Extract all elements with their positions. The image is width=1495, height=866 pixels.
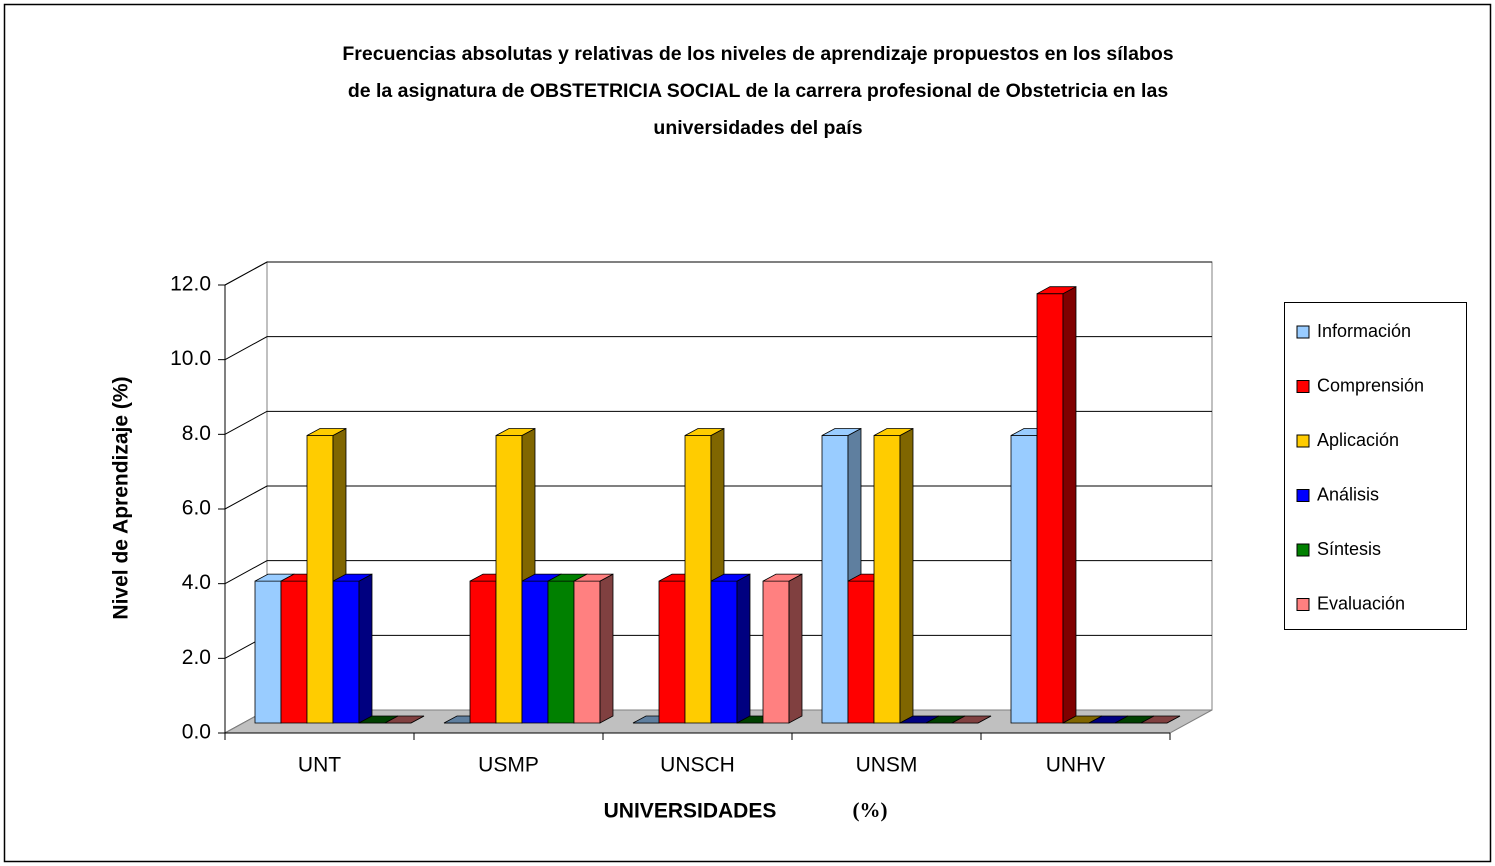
y-axis-label: Nivel de Aprendizaje (%) bbox=[110, 376, 133, 619]
x-axis-unit: (%) bbox=[853, 798, 888, 822]
bar-front bbox=[573, 580, 601, 724]
bar-front bbox=[495, 435, 523, 724]
legend bbox=[1284, 302, 1467, 630]
legend-swatch bbox=[1296, 489, 1310, 502]
bar bbox=[332, 573, 373, 724]
bar-top bbox=[710, 573, 751, 582]
bar-front bbox=[710, 580, 738, 724]
bar-top bbox=[1140, 715, 1181, 724]
bar-top bbox=[873, 428, 914, 436]
bar-front bbox=[521, 580, 549, 724]
y-tick-label: 12.0 bbox=[170, 273, 211, 296]
bar-side bbox=[899, 427, 914, 724]
bar-front bbox=[332, 580, 360, 724]
x-tick-label: UNSCH bbox=[660, 754, 735, 777]
bar-top bbox=[573, 573, 614, 582]
bar-top bbox=[684, 428, 725, 436]
legend-swatch bbox=[1296, 434, 1310, 448]
legend-swatch bbox=[1296, 598, 1310, 611]
bar-front bbox=[254, 580, 282, 724]
chart-title: Frecuencias absolutas y relativas de los… bbox=[342, 43, 1173, 65]
bar-top bbox=[821, 428, 862, 436]
chart-title: de la asignatura de OBSTETRICIA SOCIAL d… bbox=[348, 80, 1168, 102]
bar-top bbox=[1036, 286, 1077, 295]
bar-side bbox=[358, 573, 373, 724]
bar-front bbox=[1036, 293, 1064, 724]
bar-side bbox=[788, 573, 803, 724]
x-tick-label: USMP bbox=[478, 754, 539, 777]
x-tick-label: UNSM bbox=[856, 754, 918, 777]
bar bbox=[384, 715, 425, 724]
bar bbox=[951, 715, 992, 724]
chart-title: universidades del país bbox=[653, 117, 862, 139]
bar-front bbox=[306, 435, 334, 724]
bar bbox=[873, 427, 914, 724]
bar bbox=[573, 573, 614, 724]
legend-label: Análisis bbox=[1317, 484, 1379, 504]
legend-swatch bbox=[1296, 380, 1310, 393]
legend-label: Comprensión bbox=[1317, 375, 1424, 395]
bar-side bbox=[736, 573, 751, 724]
legend-label: Evaluación bbox=[1317, 593, 1405, 613]
y-tick-label: 6.0 bbox=[182, 497, 211, 520]
bar-front bbox=[658, 580, 686, 724]
y-tick-label: 8.0 bbox=[182, 422, 211, 445]
y-tick-label: 10.0 bbox=[170, 347, 211, 370]
bar-top bbox=[306, 428, 347, 436]
bar-top bbox=[332, 573, 373, 582]
bar-front bbox=[821, 435, 849, 724]
legend-label: Aplicación bbox=[1317, 430, 1399, 450]
bar-front bbox=[280, 580, 308, 724]
x-axis-label: UNIVERSIDADES bbox=[604, 800, 777, 823]
legend-label: Síntesis bbox=[1317, 539, 1381, 559]
bar-front bbox=[1010, 435, 1038, 724]
bar bbox=[710, 573, 751, 724]
bar-front bbox=[684, 435, 712, 724]
bar-top bbox=[495, 428, 536, 436]
y-tick-label: 2.0 bbox=[182, 646, 211, 669]
bar-top bbox=[384, 715, 425, 724]
bar-front bbox=[469, 580, 497, 724]
bar-top bbox=[762, 573, 803, 582]
bar bbox=[762, 573, 803, 724]
bar-side bbox=[599, 573, 614, 724]
legend-swatch bbox=[1296, 543, 1310, 557]
bar-front bbox=[547, 580, 575, 724]
bar bbox=[1036, 285, 1077, 724]
legend-label: Información bbox=[1317, 321, 1411, 341]
grid-line bbox=[224, 410, 1212, 435]
bar-top bbox=[951, 715, 992, 724]
bar-front bbox=[762, 580, 790, 724]
bar-side bbox=[1062, 285, 1077, 724]
x-tick-label: UNHV bbox=[1046, 754, 1106, 777]
y-tick-label: 4.0 bbox=[182, 571, 211, 594]
bar bbox=[1140, 715, 1181, 724]
x-tick-label: UNT bbox=[298, 754, 341, 777]
grid-line bbox=[224, 261, 1212, 286]
legend-swatch bbox=[1296, 325, 1310, 339]
bar-front bbox=[873, 435, 901, 724]
grid-line bbox=[224, 336, 1212, 361]
y-tick-label: 0.0 bbox=[182, 721, 211, 744]
bar-front bbox=[847, 580, 875, 724]
